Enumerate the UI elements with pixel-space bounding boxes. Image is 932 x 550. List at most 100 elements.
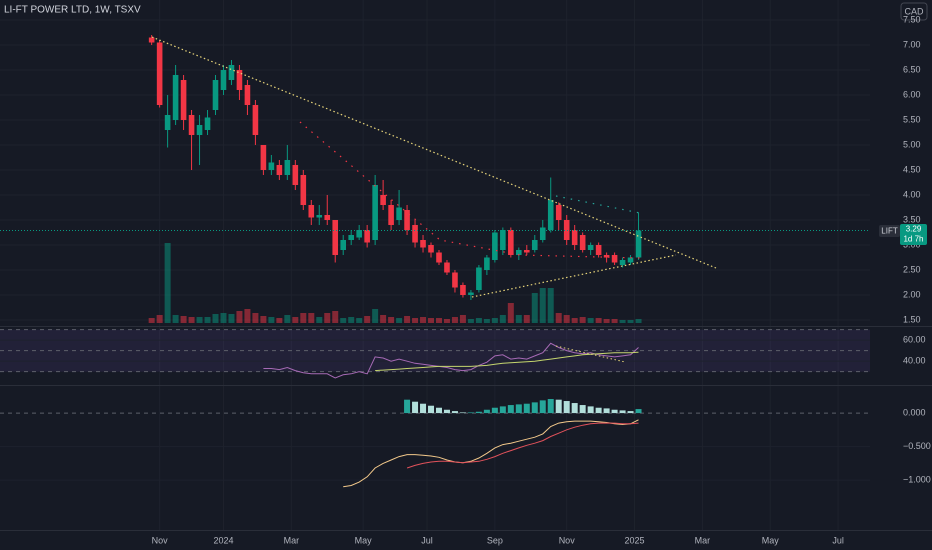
y-tick-label: 60.00 [903, 334, 926, 344]
x-tick-label: Nov [559, 535, 576, 545]
volume-bar [507, 303, 514, 323]
volume-bar [603, 319, 610, 323]
candle-body [332, 220, 339, 255]
volume-bar [531, 293, 538, 323]
candle-body [300, 175, 307, 205]
candle-body [500, 230, 506, 250]
candle-body [228, 65, 235, 80]
candle-body [324, 215, 331, 220]
x-tick-label: Jul [832, 535, 844, 545]
volume-bar [404, 316, 411, 323]
volume-bar [475, 318, 482, 323]
macd-histogram-bar [547, 399, 554, 414]
macd-histogram-bar [555, 399, 562, 414]
macd-histogram-bar [595, 407, 602, 414]
volume-bar [611, 319, 618, 323]
y-tick-label: 6.00 [903, 89, 921, 99]
macd-histogram-bar [475, 411, 482, 414]
x-tick-label: Sep [487, 535, 503, 545]
macd-histogram-bar [428, 405, 435, 414]
x-tick-label: May [762, 535, 780, 545]
candle-body [563, 220, 570, 240]
candle-body [420, 240, 426, 248]
currency: CAD [904, 6, 924, 16]
x-tick-label: Mar [284, 535, 300, 545]
volume-bar [587, 318, 594, 323]
candle-body [404, 210, 410, 230]
y-tick-label: −0.500 [903, 441, 931, 451]
volume-bar [619, 320, 626, 323]
candle-body [340, 240, 347, 250]
candle-body [284, 160, 291, 175]
y-tick-label: 2.50 [903, 264, 921, 274]
volume-bar [268, 317, 275, 323]
candle-body [555, 205, 562, 220]
countdown: 1d 7h [903, 235, 923, 244]
candle-body [603, 255, 610, 258]
macd-histogram-bar [412, 401, 419, 414]
y-tick-label: 5.00 [903, 139, 921, 149]
macd-histogram-bar [459, 412, 466, 414]
x-tick-label: May [355, 535, 373, 545]
volume-bar [571, 318, 578, 323]
macd-histogram-bar [579, 405, 586, 414]
volume-bar [196, 317, 203, 323]
currency-box[interactable] [900, 2, 928, 21]
volume-bar [228, 314, 235, 323]
volume-bar [324, 313, 331, 323]
y-tick-label: 6.50 [903, 64, 921, 74]
candle-body [156, 42, 163, 105]
volume-bar [412, 318, 419, 323]
volume-bar [499, 315, 506, 323]
candle-body [388, 205, 394, 225]
volume-bar [212, 314, 219, 323]
candle-body [492, 232, 498, 260]
macd-histogram-bar [627, 411, 634, 414]
candle-body [508, 230, 514, 255]
volume-bar [443, 319, 450, 323]
candle-body [396, 207, 402, 220]
y-tick-label: 40.00 [903, 356, 926, 366]
candle-body [611, 255, 618, 263]
x-tick-label: 2024 [213, 535, 233, 545]
macd-histogram-bar [635, 409, 642, 414]
candle-body [444, 262, 450, 273]
candle-body [188, 115, 195, 135]
x-tick-label: Mar [695, 535, 711, 545]
volume-bar [523, 315, 530, 323]
candle-body [348, 235, 354, 240]
volume-bar [459, 315, 466, 323]
macd-histogram-bar [451, 411, 458, 414]
signal-line [406, 422, 639, 469]
y-tick-label: −1.000 [903, 474, 931, 484]
x-tick-label: Jul [421, 535, 433, 545]
volume-bar [380, 315, 387, 323]
y-tick-label: 1.50 [903, 314, 921, 324]
candle-body [476, 267, 482, 290]
candle-body [595, 245, 602, 255]
y-tick-label: 2.00 [903, 289, 921, 299]
macd-histogram-bar [499, 406, 506, 414]
candle-body [484, 257, 490, 270]
candle-body [196, 125, 203, 135]
volume-bar [316, 317, 323, 323]
volume-bar [180, 316, 187, 323]
y-tick-label: 3.50 [903, 214, 921, 224]
y-tick-label: 7.00 [903, 39, 921, 49]
macd-histogram-bar [531, 402, 538, 414]
candle-body [516, 250, 522, 255]
volume-bar [276, 318, 283, 323]
volume-bar [156, 315, 163, 323]
symbol: LIFT [881, 227, 898, 236]
macd-histogram-bar [611, 409, 618, 414]
volume-bar [164, 243, 171, 323]
candle-body [460, 285, 466, 295]
volume-bar [244, 309, 251, 323]
candle-body [204, 117, 211, 130]
volume-bar [284, 315, 291, 323]
volume-bar [348, 317, 355, 323]
volume-bar [467, 319, 474, 323]
macd-histogram-bar [571, 403, 578, 414]
volume-bar [451, 317, 458, 323]
